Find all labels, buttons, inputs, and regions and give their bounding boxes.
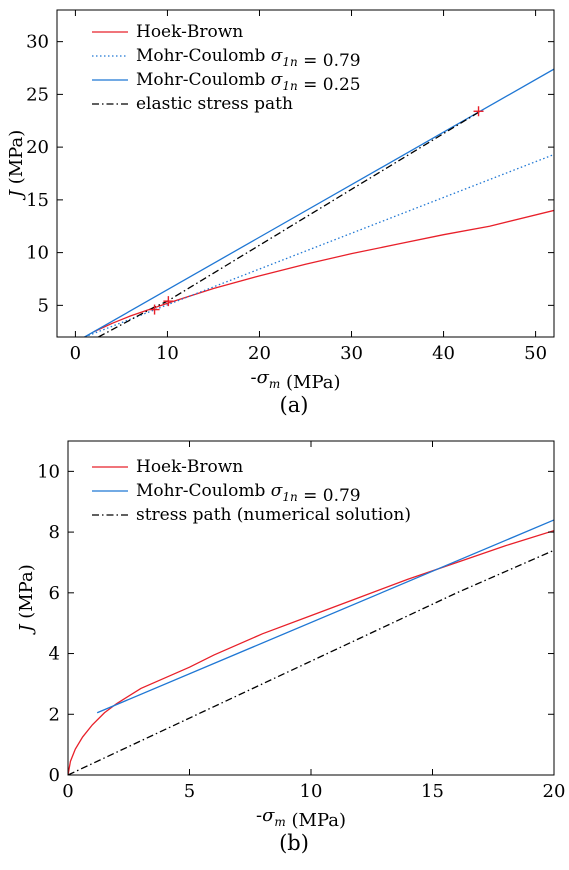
x-tick-label: 5: [184, 781, 195, 802]
legend-label: Hoek-Brown: [136, 22, 243, 42]
y-tick-label: 6: [49, 583, 60, 604]
x-axis-label: -σm (MPa): [256, 805, 346, 831]
y-tick-label: 25: [26, 84, 49, 105]
y-tick-label: 10: [37, 461, 60, 482]
y-tick-label: 30: [26, 32, 49, 53]
y-tick-label: 5: [38, 295, 49, 316]
x-tick-label: 50: [524, 343, 547, 364]
x-tick-label: 0: [70, 343, 81, 364]
series-line-4: [98, 110, 481, 337]
y-tick-label: 15: [26, 190, 49, 211]
x-tick-label: 30: [340, 343, 363, 364]
series-line-2: [96, 519, 554, 714]
legend-label: Hoek-Brown: [136, 457, 243, 477]
plot-area: [84, 68, 554, 337]
x-tick-label: 0: [62, 781, 73, 802]
y-tick-label: 0: [49, 765, 60, 786]
x-tick-label: 20: [543, 781, 566, 802]
series-line-1: [68, 529, 554, 775]
legend: Hoek-Brown Mohr-Coulomb σ1n = 0.79stress …: [92, 457, 411, 525]
series-line-1: [93, 209, 554, 333]
y-tick-label: 2: [49, 704, 60, 725]
chart-panel: 0 5 10 15 20 0 2 4 6 8 10 -σm (MPa) J (MPa) Hoek-Brow…: [16, 440, 566, 831]
x-tick-label: 10: [156, 343, 179, 364]
panel-caption: (a): [280, 393, 309, 417]
series-line-3: [68, 549, 554, 775]
legend-label: elastic stress path: [136, 94, 293, 114]
legend-label: Mohr-Coulomb σ1n = 0.79: [136, 481, 361, 506]
x-tick-label: 40: [432, 343, 455, 364]
x-tick-label: 15: [421, 781, 444, 802]
marker-3: [473, 106, 484, 117]
y-tick-label: 20: [26, 137, 49, 158]
x-tick-label: 10: [300, 781, 323, 802]
panel-caption: (b): [279, 831, 309, 855]
y-tick-label: 4: [49, 644, 60, 665]
marker-2: [163, 296, 174, 307]
y-axis-label: J (MPa): [16, 564, 37, 635]
legend-label: stress path (numerical solution): [136, 505, 411, 525]
marker-1: [149, 304, 160, 315]
y-tick-label: 10: [26, 243, 49, 264]
y-tick-label: 8: [49, 522, 60, 543]
axes-frame: [56, 9, 555, 338]
legend: Hoek-Brown Mohr-Coulomb σ1n = 0.79Mohr-Co…: [92, 22, 361, 114]
y-axis-label: J (MPa): [6, 130, 27, 201]
legend-label: Mohr-Coulomb σ1n = 0.25: [136, 70, 361, 95]
legend-label: Mohr-Coulomb σ1n = 0.79: [136, 46, 361, 71]
x-tick-label: 20: [248, 343, 271, 364]
x-axis-label: -σm (MPa): [250, 367, 340, 393]
plot-area: [68, 519, 554, 775]
